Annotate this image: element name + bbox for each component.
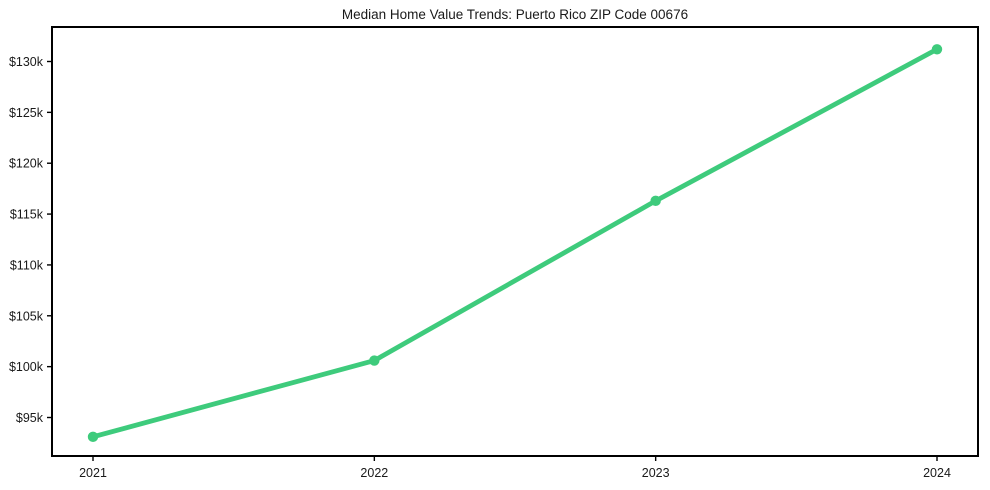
y-axis-tick-label: $100k [9, 360, 44, 374]
y-axis-tick-label: $115k [10, 208, 44, 222]
y-axis-tick-label: $120k [9, 157, 44, 171]
y-axis-tick-label: $105k [9, 309, 44, 323]
y-axis-tick-label: $125k [9, 106, 44, 120]
y-axis-tick-label: $130k [9, 55, 44, 69]
data-point [650, 195, 661, 207]
x-axis-tick-label: 2022 [360, 466, 388, 480]
data-point [87, 431, 99, 443]
data-point [369, 355, 380, 366]
plot-frame [51, 26, 979, 457]
y-axis-tick-label: $110k [10, 258, 44, 272]
chart-title: Median Home Value Trends: Puerto Rico ZI… [341, 7, 689, 22]
x-axis-tick-label: 2021 [79, 466, 107, 480]
x-axis-tick-label: 2024 [923, 466, 951, 480]
data-point [931, 44, 943, 55]
x-axis-tick-label: 2023 [642, 466, 670, 480]
y-axis-tick-label: $95k [16, 411, 44, 425]
trend-line [90, 46, 940, 440]
